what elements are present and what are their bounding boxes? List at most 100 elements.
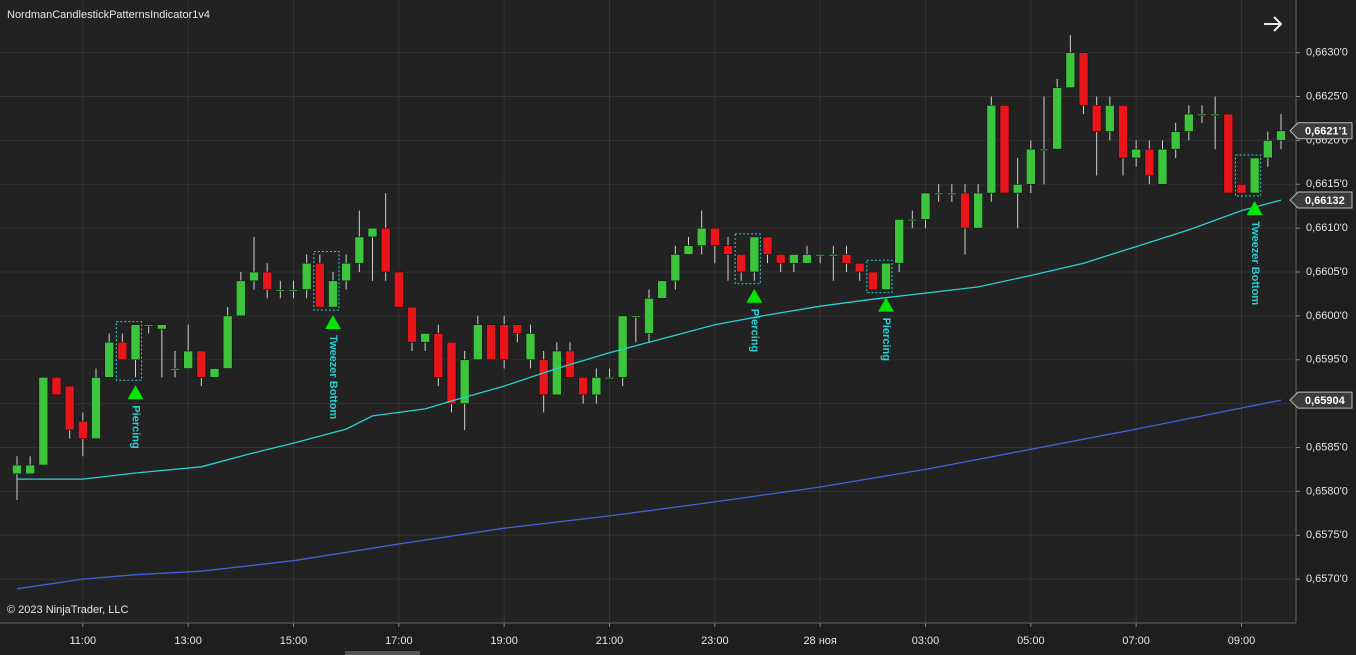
- candle-body: [1144, 148, 1155, 176]
- candle-body: [1276, 130, 1286, 141]
- grid: [0, 0, 1300, 627]
- x-tick-label: 23:00: [701, 635, 729, 647]
- candle-body: [1236, 183, 1247, 194]
- candle-body: [736, 254, 746, 273]
- candle-body: [775, 254, 786, 264]
- y-tick-label: 0,6605'0: [1306, 266, 1348, 278]
- candle-body: [1170, 131, 1181, 150]
- pattern-arrow: [878, 297, 894, 312]
- candle-body: [1026, 148, 1036, 185]
- candle-body: [1249, 157, 1260, 194]
- candle-body: [1052, 87, 1062, 150]
- price-marker-label: 0,6621'1: [1305, 126, 1347, 138]
- pattern-arrow: [746, 288, 763, 303]
- candle-body: [933, 192, 944, 195]
- x-tick-label: 05:00: [1017, 635, 1045, 647]
- y-tick-label: 0,6615'0: [1306, 178, 1348, 190]
- candle-body: [723, 245, 733, 255]
- moving-average: [17, 199, 1282, 480]
- candle-body: [275, 289, 286, 292]
- candle-body: [486, 324, 496, 361]
- candle-body: [696, 227, 707, 246]
- copyright: © 2023 NinjaTrader, LLC: [7, 604, 128, 616]
- y-tick-label: 0,6610'0: [1306, 222, 1348, 234]
- pattern-box: [734, 233, 761, 285]
- candle-body: [236, 280, 246, 317]
- moving-average: [16, 399, 1282, 590]
- x-tick-label: 09:00: [1228, 635, 1256, 647]
- candle-body: [78, 420, 88, 440]
- candle-body: [986, 104, 997, 194]
- candle-body: [710, 227, 720, 246]
- candle-body: [1091, 104, 1102, 132]
- pattern-box: [313, 250, 340, 311]
- collapse-arrow[interactable]: [1264, 16, 1283, 32]
- candle-body: [328, 280, 338, 308]
- candle-body: [222, 315, 233, 369]
- candle-body: [117, 341, 128, 361]
- y-tick-label: 0,6580'0: [1306, 485, 1348, 497]
- candle-body: [262, 271, 272, 290]
- y-tick-label: 0,6585'0: [1306, 441, 1348, 453]
- candle-body: [683, 245, 694, 255]
- candle-body: [209, 368, 220, 378]
- scrollbar[interactable]: [345, 651, 420, 655]
- candle-body: [552, 350, 562, 396]
- y-tick-label: 0,6570'0: [1306, 573, 1348, 585]
- candle-body: [644, 298, 654, 334]
- x-tick-label: 17:00: [385, 635, 413, 647]
- candle-body: [51, 377, 62, 396]
- pattern-label: Piercing: [748, 309, 760, 352]
- candle-body: [1105, 104, 1115, 132]
- y-tick-label: 0,6630'0: [1306, 47, 1348, 59]
- candle-body: [301, 262, 312, 290]
- x-tick-label: 15:00: [280, 635, 308, 647]
- candle-body: [749, 236, 760, 273]
- candle-body: [394, 271, 404, 308]
- y-tick-label: 0,6595'0: [1306, 354, 1348, 366]
- candle-body: [354, 236, 365, 264]
- candle-body: [947, 192, 957, 195]
- pattern-label: Piercing: [130, 405, 142, 448]
- candle-body: [367, 227, 378, 238]
- candle-body: [868, 271, 878, 290]
- candle-body: [143, 324, 154, 327]
- y-tick-label: 0,6600'0: [1306, 310, 1348, 322]
- x-tick-label: 11:00: [69, 635, 96, 647]
- price-marker: [1289, 391, 1353, 409]
- candle-body: [1157, 148, 1168, 185]
- candle-body: [1184, 113, 1194, 132]
- candle-body: [960, 192, 970, 229]
- candle-body: [512, 324, 523, 334]
- candle-body: [762, 236, 773, 255]
- candle-body: [170, 368, 180, 371]
- candle-body: [591, 377, 602, 396]
- candle-body: [999, 104, 1010, 194]
- candle-body: [828, 254, 839, 257]
- x-tick-label: 28 ноя: [803, 635, 836, 647]
- candle-body: [433, 333, 444, 378]
- pattern-label: Piercing: [880, 318, 892, 361]
- x-tick-label: 03:00: [912, 635, 940, 647]
- candle-body: [841, 254, 852, 264]
- candle-body: [881, 262, 891, 290]
- marks: [12, 35, 1286, 590]
- x-tick-label: 13:00: [174, 635, 202, 647]
- pattern-arrow: [1246, 201, 1263, 216]
- candle-body: [341, 262, 351, 282]
- pattern-label: Tweezer Bottom: [327, 335, 339, 419]
- labels: 0,6570'00,6575'00,6580'00,6585'00,6590'0…: [69, 47, 1353, 647]
- price-marker-label: 0,66132: [1305, 195, 1345, 207]
- candle-body: [315, 262, 325, 308]
- candle-body: [420, 333, 430, 343]
- x-tick-label: 21:00: [596, 635, 624, 647]
- candle-body: [854, 262, 865, 273]
- pattern-box: [1235, 154, 1262, 197]
- candle-body: [920, 192, 931, 220]
- candle-body: [1065, 52, 1076, 89]
- candle-body: [407, 306, 417, 343]
- candle-body: [631, 315, 641, 318]
- candle-body: [538, 359, 549, 396]
- candle-body: [1197, 113, 1207, 116]
